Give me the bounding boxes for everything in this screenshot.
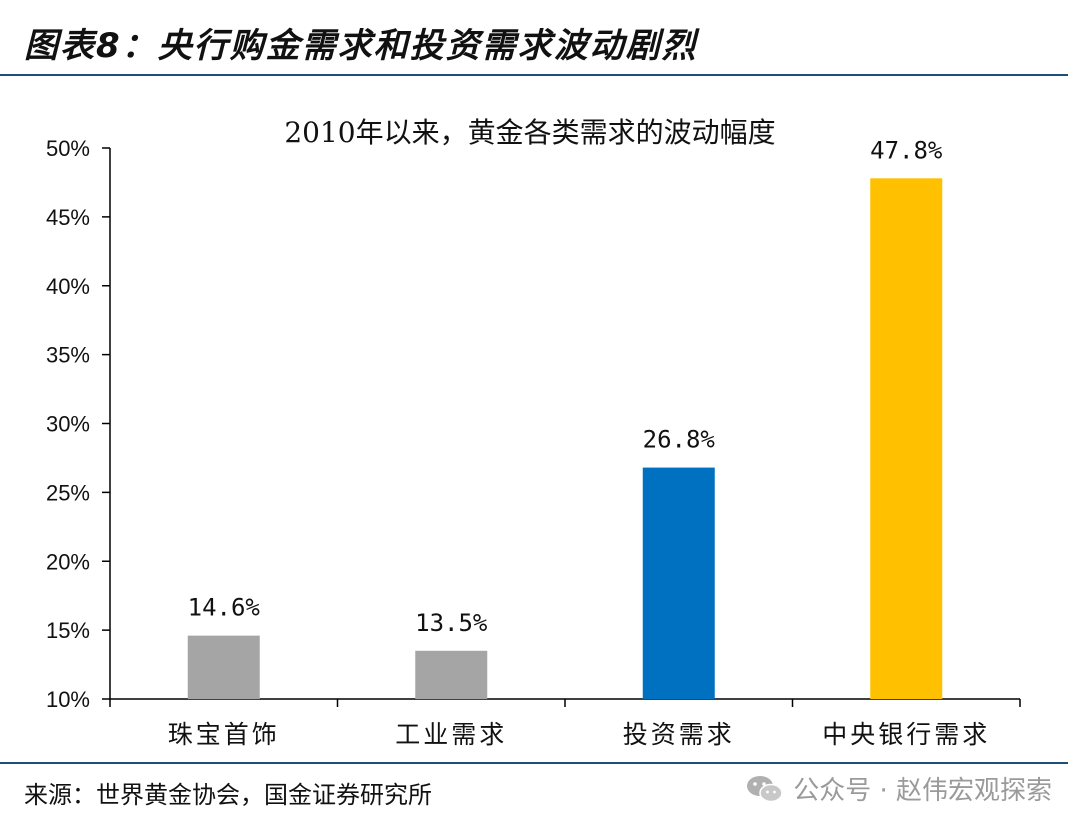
y-tick-label: 35%: [46, 343, 90, 368]
y-tick-label: 50%: [46, 136, 90, 161]
y-tick-label: 30%: [46, 412, 90, 437]
x-category-label: 投资需求: [623, 720, 735, 749]
chart-title: 2010年以来，黄金各类需求的波动幅度: [284, 116, 775, 149]
figure-title: 图表8：央行购金需求和投资需求波动剧烈: [24, 26, 698, 66]
bar-3: [642, 467, 715, 699]
bar-chart: 2010年以来，黄金各类需求的波动幅度 10% 15% 20% 25% 30% 35% 40%…: [46, 116, 1021, 749]
source-note: 来源：世界黄金协会，国金证券研究所: [24, 781, 432, 809]
data-label: 26.8%: [643, 426, 716, 454]
y-tick-label: 25%: [46, 480, 90, 505]
wechat-icon: [747, 775, 783, 802]
watermark: 公众号 · 赵伟宏观探索: [745, 770, 1052, 807]
y-tick-label: 45%: [46, 205, 90, 230]
y-tick-label: 20%: [46, 549, 90, 574]
data-label: 47.8%: [870, 136, 943, 164]
title-rule: [0, 74, 1068, 76]
y-tick-label: 40%: [46, 274, 90, 299]
y-tick-label: 10%: [46, 687, 90, 712]
x-category-label: 工业需求: [395, 720, 507, 749]
x-category-label: 珠宝首饰: [168, 720, 280, 749]
bar-2: [415, 650, 488, 699]
data-label: 14.6%: [188, 594, 261, 622]
x-category-label: 中央银行需求: [822, 720, 990, 749]
watermark-text: 公众号 · 赵伟宏观探索: [793, 776, 1052, 806]
y-tick-label: 15%: [46, 618, 90, 643]
bar-1: [187, 635, 260, 699]
source-rule: [0, 762, 1068, 764]
data-label: 13.5%: [415, 609, 488, 637]
bar-4: [870, 178, 943, 699]
